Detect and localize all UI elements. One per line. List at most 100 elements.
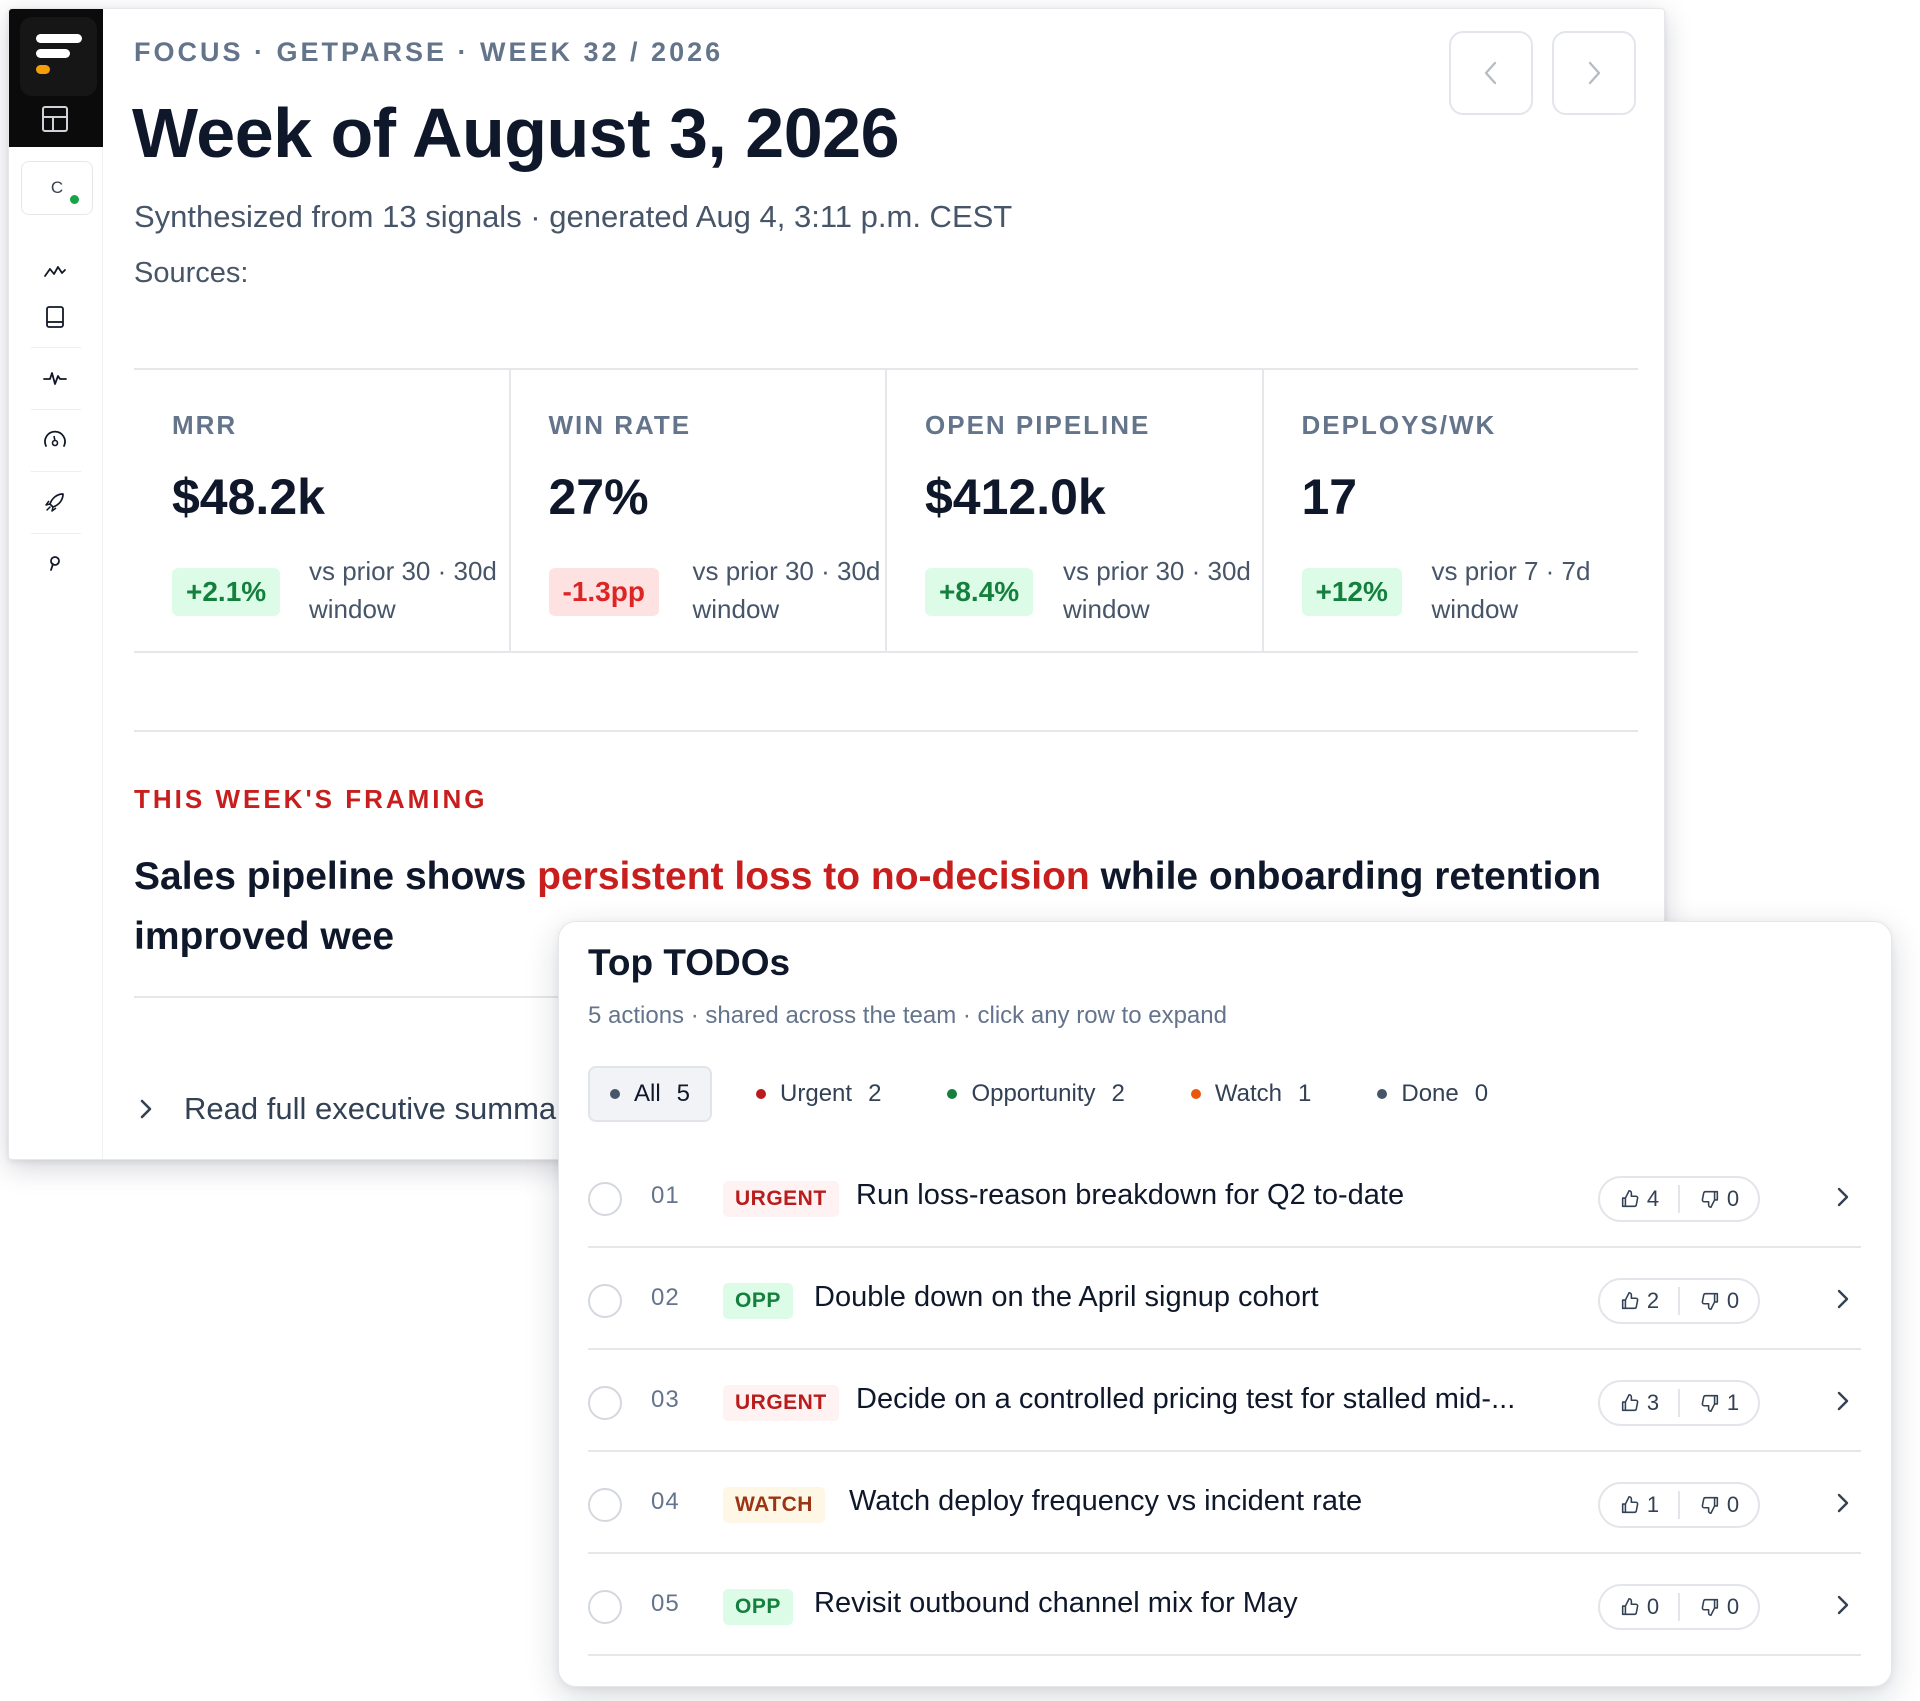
thumbs-up-icon [1621, 1597, 1639, 1616]
downvote-count: 0 [1726, 1186, 1740, 1211]
downvote-button[interactable]: 0 [1678, 1185, 1758, 1213]
kpi-value: 27% [548, 469, 649, 525]
todos-subtitle: 5 actions · shared across the team · cli… [588, 1002, 1227, 1029]
upvote-count: 1 [1646, 1492, 1660, 1517]
todo-text: Decide on a controlled pricing test for … [856, 1383, 1516, 1415]
kpi-card-deploys: DEPLOYS/WK 17 +12% vs prior 7 · 7d windo… [1264, 370, 1639, 651]
next-week-button[interactable] [1552, 31, 1636, 115]
upvote-button[interactable]: 3 [1600, 1382, 1678, 1424]
app-logo[interactable] [20, 17, 97, 96]
filter-done[interactable]: Done 0 [1355, 1066, 1510, 1122]
kpi-value: $48.2k [172, 469, 325, 525]
framing-text-before: Sales pipeline shows [134, 855, 538, 898]
upvote-button[interactable]: 2 [1600, 1280, 1678, 1322]
filter-watch[interactable]: Watch 1 [1169, 1066, 1333, 1122]
filter-all[interactable]: All 5 [588, 1066, 713, 1122]
framing-text-after: while onboarding retention improved wee [134, 855, 1602, 958]
filter-count: 5 [676, 1080, 691, 1107]
kpi-label: MRR [172, 410, 238, 440]
filter-label: Opportunity [971, 1080, 1096, 1107]
kpi-delta-badge: +12% [1301, 568, 1402, 616]
todo-text: Double down on the April signup cohort [814, 1281, 1319, 1313]
downvote-button[interactable]: 0 [1678, 1287, 1758, 1315]
chevron-right-icon [140, 1099, 152, 1119]
filter-count: 2 [868, 1080, 882, 1107]
todo-list: 01 URGENT Run loss-reason breakdown for … [588, 1146, 1861, 1656]
todo-tag: URGENT [723, 1385, 839, 1421]
todo-checkbox[interactable] [588, 1182, 622, 1216]
todo-row[interactable]: 01 URGENT Run loss-reason breakdown for … [588, 1146, 1861, 1248]
todo-tag: WATCH [723, 1487, 825, 1523]
todo-number: 02 [651, 1284, 680, 1311]
thumbs-down-icon [1701, 1394, 1718, 1413]
workspace-letter: C [50, 178, 64, 197]
upvote-button[interactable]: 0 [1600, 1586, 1678, 1628]
todo-row[interactable]: 04 WATCH Watch deploy frequency vs incid… [588, 1452, 1861, 1554]
upvote-button[interactable]: 4 [1600, 1178, 1678, 1220]
downvote-count: 0 [1726, 1492, 1740, 1517]
thumbs-down-icon [1701, 1496, 1718, 1515]
kpi-card-open-pipeline: OPEN PIPELINE $412.0k +8.4% vs prior 30 … [887, 370, 1264, 651]
layout-icon[interactable] [40, 104, 70, 134]
kpi-card-win-rate: WIN RATE 27% -1.3pp vs prior 30 · 30d wi… [511, 370, 887, 651]
book-icon[interactable] [42, 304, 68, 330]
previous-week-button[interactable] [1449, 31, 1533, 115]
chevron-right-icon[interactable] [1836, 1492, 1850, 1514]
chevron-right-icon[interactable] [1836, 1594, 1850, 1616]
thumbs-down-icon [1701, 1292, 1718, 1311]
downvote-button[interactable]: 1 [1678, 1389, 1758, 1417]
upvote-button[interactable]: 1 [1600, 1484, 1678, 1526]
framing-statement: Sales pipeline shows persistent loss to … [134, 847, 1634, 967]
framing-label: THIS WEEK'S FRAMING [134, 784, 488, 814]
todo-checkbox[interactable] [588, 1590, 622, 1624]
todo-row[interactable]: 05 OPP Revisit outbound channel mix for … [588, 1554, 1861, 1656]
report-subtitle: Synthesized from 13 signals · generated … [134, 199, 1013, 234]
gauge-icon[interactable] [42, 427, 68, 453]
report-eyebrow: FOCUS · GETPARSE · WEEK 32 / 2026 [134, 37, 724, 67]
todo-row[interactable]: 03 URGENT Decide on a controlled pricing… [588, 1350, 1861, 1452]
filter-opportunity[interactable]: Opportunity 2 [925, 1066, 1146, 1122]
downvote-count: 0 [1726, 1288, 1740, 1313]
downvote-button[interactable]: 0 [1678, 1491, 1758, 1519]
kpi-comparison-note: vs prior 30 · 30d window [1063, 556, 1251, 624]
key-icon[interactable] [42, 551, 68, 577]
filter-urgent[interactable]: Urgent 2 [734, 1066, 903, 1122]
chevron-right-icon [1588, 61, 1601, 85]
read-executive-summary-link[interactable]: Read full executive summa [138, 1091, 556, 1127]
chevron-right-icon[interactable] [1836, 1186, 1850, 1208]
filter-dot [756, 1089, 767, 1099]
workspace-switcher[interactable]: C [21, 161, 93, 215]
filter-label: Done [1401, 1080, 1459, 1107]
chevron-right-icon[interactable] [1836, 1390, 1850, 1412]
sidebar: C [9, 9, 103, 1159]
kpi-comparison-note: vs prior 30 · 30d window [309, 556, 497, 624]
activity-icon[interactable] [42, 259, 68, 285]
todo-number: 04 [651, 1488, 680, 1515]
todo-checkbox[interactable] [588, 1386, 622, 1420]
filter-count: 1 [1298, 1080, 1312, 1107]
framing-highlight: persistent loss to no-decision [537, 855, 1090, 898]
kpi-delta-badge: +2.1% [172, 568, 281, 616]
pulse-icon[interactable] [42, 365, 68, 391]
chevron-right-icon[interactable] [1836, 1288, 1850, 1310]
todo-row[interactable]: 02 OPP Double down on the April signup c… [588, 1248, 1861, 1350]
todo-checkbox[interactable] [588, 1284, 622, 1318]
page-title: Week of August 3, 2026 [132, 94, 900, 172]
filter-label: All [634, 1080, 661, 1107]
todo-number: 03 [651, 1386, 680, 1413]
filter-dot [1190, 1089, 1201, 1099]
top-todos-panel: Top TODOs 5 actions · shared across the … [558, 921, 1892, 1687]
thumbs-up-icon [1621, 1495, 1639, 1514]
thumbs-up-icon [1621, 1291, 1639, 1310]
todo-checkbox[interactable] [588, 1488, 622, 1522]
todo-tag: URGENT [723, 1181, 839, 1217]
todo-text: Revisit outbound channel mix for May [814, 1587, 1298, 1619]
sidebar-header [9, 9, 103, 147]
todos-title: Top TODOs [588, 942, 791, 983]
rocket-icon[interactable] [42, 489, 68, 515]
sources-label: Sources: [134, 257, 249, 289]
kpi-value: $412.0k [925, 469, 1106, 525]
filter-dot [1377, 1089, 1388, 1099]
todo-text: Watch deploy frequency vs incident rate [849, 1485, 1363, 1517]
downvote-button[interactable]: 0 [1678, 1593, 1758, 1621]
